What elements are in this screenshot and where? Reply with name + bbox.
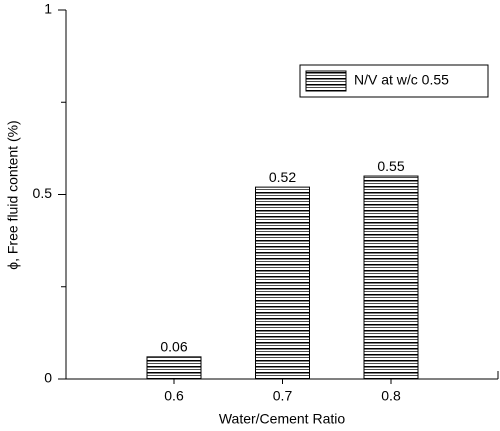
legend-swatch [305,70,347,92]
legend-label: N/V at w/c 0.55 [354,72,449,88]
x-tick-label: 0.7 [273,388,293,404]
x-tick-label: 0.8 [381,388,401,404]
value-label: 0.55 [377,158,404,174]
y-tick-label: 0 [44,370,52,386]
bar [363,175,419,380]
y-tick-label: 0.5 [33,185,53,201]
y-axis-label: ϕ, Free fluid content (%) [5,120,21,269]
x-tick-label: 0.6 [164,388,184,404]
value-label: 0.52 [269,169,296,185]
x-axis-label: Water/Cement Ratio [219,411,346,427]
value-label: 0.06 [160,339,187,355]
y-tick-label: 1 [44,1,52,17]
bar [146,356,202,380]
bar [255,186,310,380]
